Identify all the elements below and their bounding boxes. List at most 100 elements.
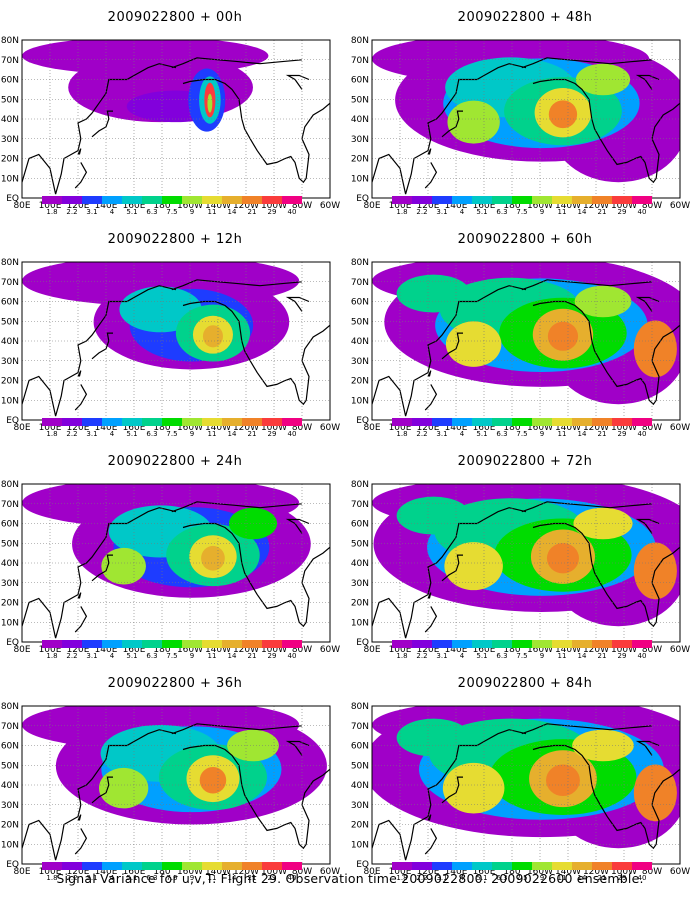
- x-tick-label: 80W: [642, 201, 662, 211]
- colorbar-swatch: [102, 640, 122, 648]
- coastline: [182, 744, 330, 850]
- colorbar-label: 7.5: [516, 874, 527, 882]
- x-tick-label: 180: [503, 201, 520, 211]
- x-tick-label: 60W: [670, 201, 690, 211]
- x-tick-label: 100W: [611, 201, 637, 211]
- colorbar: 1.8 2.2 3.1 4 5.1 6.3 7.5 9 11 14 21 29 40: [42, 196, 302, 216]
- colorbar-label: 6.3: [496, 430, 507, 438]
- colorbar-label: 3.1: [436, 208, 447, 216]
- colorbar-label: 3.1: [436, 652, 447, 660]
- y-tick-label: 40N: [351, 337, 369, 347]
- colorbar-swatch: [102, 196, 122, 204]
- x-tick-label: 140E: [445, 423, 468, 433]
- colorbar-label: 5.1: [476, 208, 487, 216]
- colorbar-label: 4: [460, 652, 465, 660]
- y-tick-label: EQ: [6, 194, 19, 204]
- colorbar-swatch: [222, 862, 242, 870]
- colorbar-label: 40: [638, 652, 647, 660]
- colorbar-swatch: [632, 862, 652, 870]
- contour-blob: [442, 762, 505, 814]
- colorbar-swatch: [262, 640, 282, 648]
- colorbar-swatch: [162, 640, 182, 648]
- coastline: [441, 110, 463, 138]
- colorbar-swatch: [282, 640, 302, 648]
- colorbar-label: 29: [268, 430, 277, 438]
- y-tick-label: 70N: [1, 278, 19, 288]
- colorbar-label: 29: [268, 208, 277, 216]
- colorbar-swatch: [552, 196, 572, 204]
- panel-title: 2009022800 + 60h: [457, 232, 593, 247]
- colorbar-label: 1.8: [46, 652, 57, 660]
- x-tick-label: 120W: [233, 201, 259, 211]
- y-tick-label: 10N: [1, 618, 19, 628]
- x-tick-label: 160W: [177, 645, 203, 655]
- y-tick-label: 80N: [1, 36, 19, 46]
- colorbar-label: 1.8: [396, 652, 407, 660]
- x-tick-label: 100E: [389, 867, 412, 877]
- colorbar-label: 6.3: [146, 874, 157, 882]
- x-tick-label: 100E: [389, 201, 412, 211]
- x-tick-label: 180: [503, 645, 520, 655]
- contour-field: [22, 484, 330, 642]
- x-tick-label: 120W: [233, 423, 259, 433]
- colorbar-swatch: [122, 640, 142, 648]
- coastline: [427, 370, 432, 377]
- coastline: [22, 285, 177, 417]
- panel-2009022800-36h: 2009022800 + 36h 80E 100E 120E 140E 160E 180 16…: [0, 666, 350, 888]
- x-tick-label: 100W: [261, 867, 287, 877]
- y-tick-label: 30N: [351, 135, 369, 145]
- colorbar: 1.8 2.2 3.1 4 5.1 6.3 7.5 9 11 14 21 29 40: [42, 862, 302, 882]
- contour-blob: [546, 543, 579, 574]
- colorbar-label: 3.1: [86, 208, 97, 216]
- x-tick-label: 140W: [205, 645, 231, 655]
- x-tick-label: 100W: [611, 867, 637, 877]
- x-tick-label: 120W: [233, 645, 259, 655]
- colorbar-swatch: [432, 640, 452, 648]
- colorbar-label: 2.2: [416, 874, 427, 882]
- coastline: [91, 110, 113, 138]
- contour-blob: [101, 547, 146, 585]
- colorbar-label: 40: [638, 874, 647, 882]
- x-tick-label: 120W: [583, 867, 609, 877]
- colorbar-swatch: [552, 640, 572, 648]
- colorbar-label: 6.3: [496, 652, 507, 660]
- colorbar-swatch: [62, 418, 82, 426]
- y-tick-label: 60N: [351, 520, 369, 530]
- colorbar-swatch: [412, 196, 432, 204]
- x-tick-label: 160E: [123, 867, 146, 877]
- x-tick-label: 60W: [670, 867, 690, 877]
- coastline: [91, 776, 113, 804]
- coastline: [532, 522, 680, 628]
- colorbar-swatch: [102, 418, 122, 426]
- y-tick-label: 40N: [1, 337, 19, 347]
- colorbar-label: 2.2: [66, 208, 77, 216]
- colorbar-label: 6.3: [146, 652, 157, 660]
- y-tick-label: 80N: [351, 480, 369, 490]
- colorbar-label: 5.1: [126, 430, 137, 438]
- x-tick-label: 100W: [261, 645, 287, 655]
- colorbar-swatch: [222, 640, 242, 648]
- x-tick-label: 160E: [123, 201, 146, 211]
- colorbar-swatch: [282, 418, 302, 426]
- colorbar-label: 5.1: [476, 652, 487, 660]
- colorbar-swatch: [282, 862, 302, 870]
- colorbar-label: 6.3: [146, 430, 157, 438]
- colorbar-swatch: [142, 640, 162, 648]
- contour-blob: [548, 100, 578, 129]
- x-tick-label: 140W: [555, 423, 581, 433]
- colorbar-swatch: [532, 418, 552, 426]
- colorbar-label: 21: [248, 652, 257, 660]
- coastline: [285, 518, 310, 534]
- colorbar-label: 14: [228, 652, 237, 660]
- y-tick-label: 60N: [1, 298, 19, 308]
- coastline: [635, 74, 660, 90]
- gridlines: [22, 40, 330, 198]
- colorbar-swatch: [392, 862, 412, 870]
- figure-caption: Signal Variance for u,v,T. Flight 29. Ob…: [56, 871, 644, 886]
- x-tick-label: 160W: [527, 867, 553, 877]
- colorbar-swatch: [262, 862, 282, 870]
- colorbar-swatch: [42, 862, 62, 870]
- x-tick-label: 160W: [177, 867, 203, 877]
- coastline: [532, 78, 680, 184]
- y-tick-label: 40N: [351, 559, 369, 569]
